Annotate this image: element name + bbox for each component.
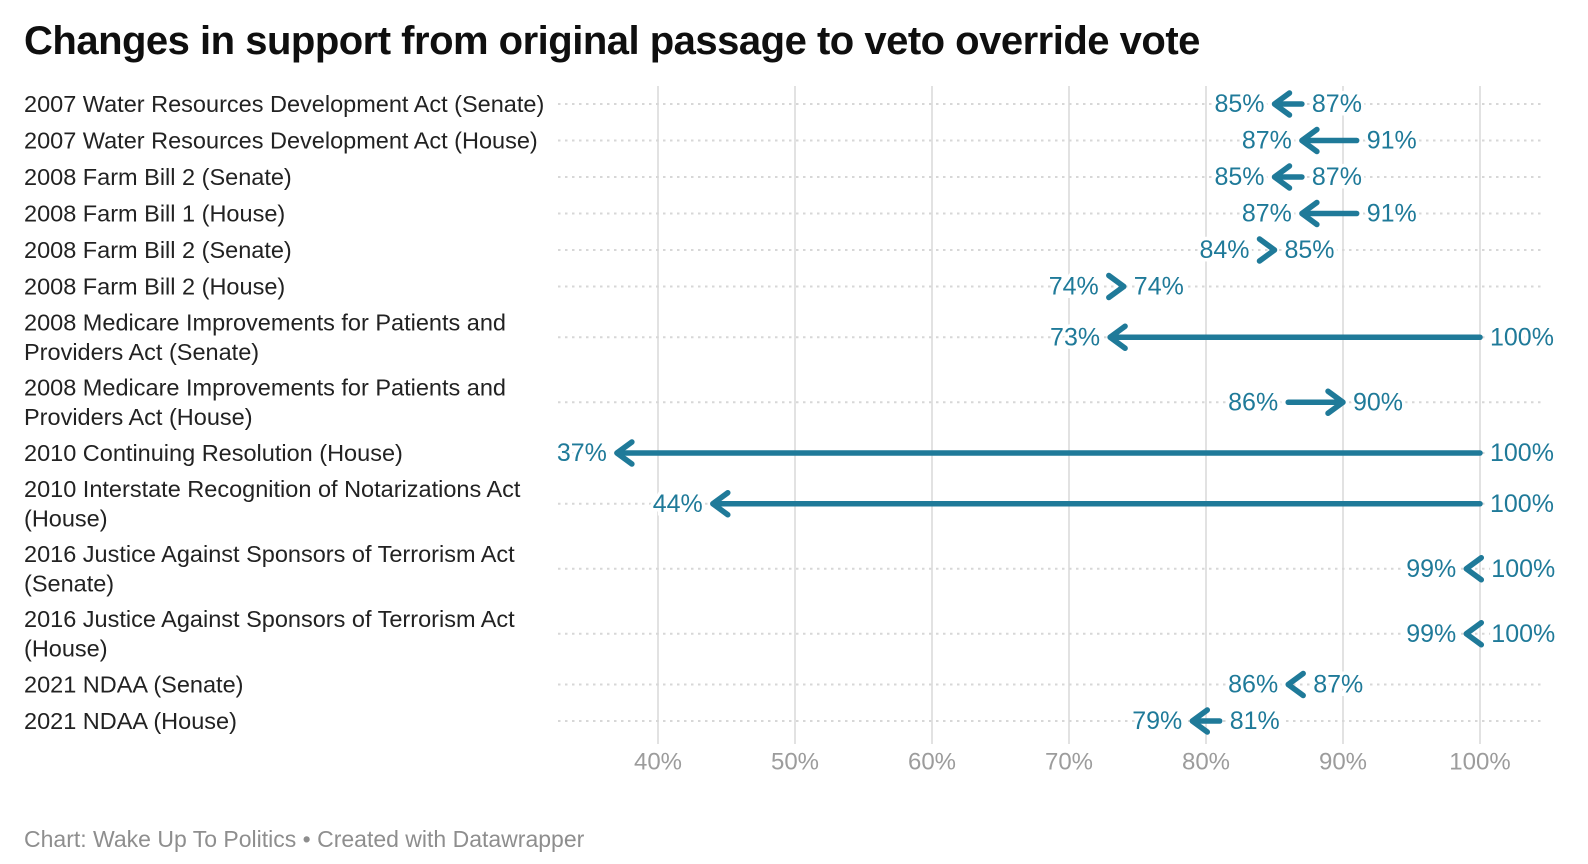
arrows [614, 90, 1485, 735]
arrow-head [1285, 670, 1306, 699]
arrow-head [1299, 199, 1320, 228]
row-label: 2008 Farm Bill 2 (Senate) [24, 164, 292, 190]
value-label-to: 37% [557, 439, 607, 467]
x-tick-label: 100% [1449, 749, 1510, 776]
row-label: Providers Act (House) [24, 404, 253, 430]
row-label: 2008 Farm Bill 2 (House) [24, 274, 285, 300]
chart-title: Changes in support from original passage… [24, 19, 1200, 63]
value-label-to: 99% [1406, 620, 1456, 648]
arrow [1299, 126, 1360, 155]
arrow [614, 439, 1483, 467]
row-label: 2021 NDAA (House) [24, 708, 237, 734]
arrow [1299, 199, 1360, 228]
arrow-head [1271, 90, 1293, 118]
row-label: 2008 Medicare Improvements for Patients … [24, 309, 506, 335]
x-axis-tick-labels: 40% 50% 60% 70% 80% 90% 100% [634, 749, 1511, 776]
arrow [1106, 272, 1127, 301]
row-label: Providers Act (Senate) [24, 339, 259, 365]
value-label-from: 100% [1490, 490, 1554, 518]
arrow-head [1106, 272, 1127, 301]
value-label-from: 100% [1491, 620, 1555, 648]
value-label-to: 85% [1285, 236, 1335, 264]
value-label-to: 87% [1242, 200, 1292, 228]
row-label: (House) [24, 505, 108, 531]
row-label: 2021 NDAA (Senate) [24, 672, 243, 698]
row-label: (Senate) [24, 570, 114, 596]
value-label-to: 74% [1134, 273, 1184, 301]
arrow-head [1463, 555, 1485, 583]
value-label-from: 91% [1367, 200, 1417, 228]
arrow-head [1299, 126, 1320, 155]
x-tick-label: 80% [1182, 749, 1230, 776]
row-label: 2007 Water Resources Development Act (Ho… [24, 128, 538, 154]
value-label-from: 100% [1491, 555, 1555, 583]
arrow [1271, 90, 1305, 118]
row-label: 2010 Interstate Recognition of Notarizat… [24, 476, 521, 502]
x-tick-label: 90% [1319, 749, 1367, 776]
arrow-head [1256, 236, 1278, 264]
row-label: 2016 Justice Against Sponsors of Terrori… [24, 606, 515, 632]
value-label-from: 84% [1199, 236, 1249, 264]
value-label-to: 85% [1214, 163, 1264, 191]
arrow [1285, 670, 1306, 699]
x-tick-label: 60% [908, 749, 956, 776]
chart-footer: Chart: Wake Up To Politics • Created wit… [24, 826, 585, 852]
arrow-head [1107, 323, 1128, 351]
arrow-head [1463, 620, 1485, 648]
value-label-from: 100% [1490, 439, 1554, 467]
arrow-head [1325, 388, 1346, 416]
arrow-head [1189, 707, 1211, 735]
arrow-head [710, 490, 731, 518]
x-tick-label: 70% [1045, 749, 1093, 776]
arrow-head [614, 439, 635, 467]
arrow [710, 490, 1483, 518]
value-label-to: 44% [653, 490, 703, 518]
arrow [1271, 163, 1305, 191]
value-labels: 85% 87%87% 91%85% 87%87% 91%84% 85%74% 74%73% 1… [553, 87, 1558, 739]
value-label-to: 85% [1214, 90, 1264, 118]
x-tick-label: 40% [634, 749, 682, 776]
x-tick-label: 50% [771, 749, 819, 776]
row-label: (House) [24, 635, 108, 661]
arrow [1285, 388, 1346, 416]
arrow [1107, 323, 1483, 351]
arrow [1189, 707, 1223, 735]
value-label-from: 81% [1230, 707, 1280, 735]
arrow [1463, 555, 1485, 583]
arrow [1463, 620, 1485, 648]
row-label: 2010 Continuing Resolution (House) [24, 440, 403, 466]
value-label-from: 100% [1490, 323, 1554, 351]
value-label-from: 74% [1049, 273, 1099, 301]
row-label: 2008 Farm Bill 1 (House) [24, 201, 285, 227]
value-label-from: 87% [1313, 671, 1363, 699]
row-label: 2016 Justice Against Sponsors of Terrori… [24, 541, 515, 567]
value-label-from: 87% [1312, 90, 1362, 118]
value-label-to: 79% [1132, 707, 1182, 735]
value-label-to: 87% [1242, 127, 1292, 155]
row-labels: 2007 Water Resources Development Act (Se… [22, 89, 547, 737]
value-label-to: 86% [1228, 671, 1278, 699]
arrow [1256, 236, 1278, 264]
row-label: 2008 Medicare Improvements for Patients … [24, 374, 506, 400]
value-label-from: 91% [1367, 127, 1417, 155]
value-label-from: 87% [1312, 163, 1362, 191]
row-label: 2007 Water Resources Development Act (Se… [24, 91, 544, 117]
value-label-from: 86% [1228, 388, 1278, 416]
row-label: 2008 Farm Bill 2 (Senate) [24, 237, 292, 263]
arrow-head [1271, 163, 1293, 191]
value-label-to: 90% [1353, 388, 1403, 416]
value-label-to: 73% [1050, 323, 1100, 351]
value-label-to: 99% [1406, 555, 1456, 583]
